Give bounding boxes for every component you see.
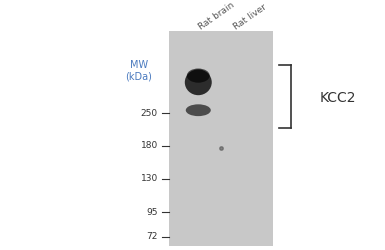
Ellipse shape: [187, 68, 210, 83]
Text: 250: 250: [141, 109, 158, 118]
Bar: [169, 31, 273, 246]
Text: 130: 130: [141, 174, 158, 184]
Text: 95: 95: [146, 208, 158, 217]
Text: 180: 180: [141, 141, 158, 150]
Text: MW
(kDa): MW (kDa): [125, 60, 152, 82]
Text: Rat brain: Rat brain: [197, 1, 236, 32]
Ellipse shape: [185, 70, 212, 95]
Ellipse shape: [186, 104, 211, 116]
Text: 72: 72: [146, 232, 158, 241]
Text: Rat liver: Rat liver: [232, 3, 268, 32]
Text: KCC2: KCC2: [320, 91, 356, 105]
